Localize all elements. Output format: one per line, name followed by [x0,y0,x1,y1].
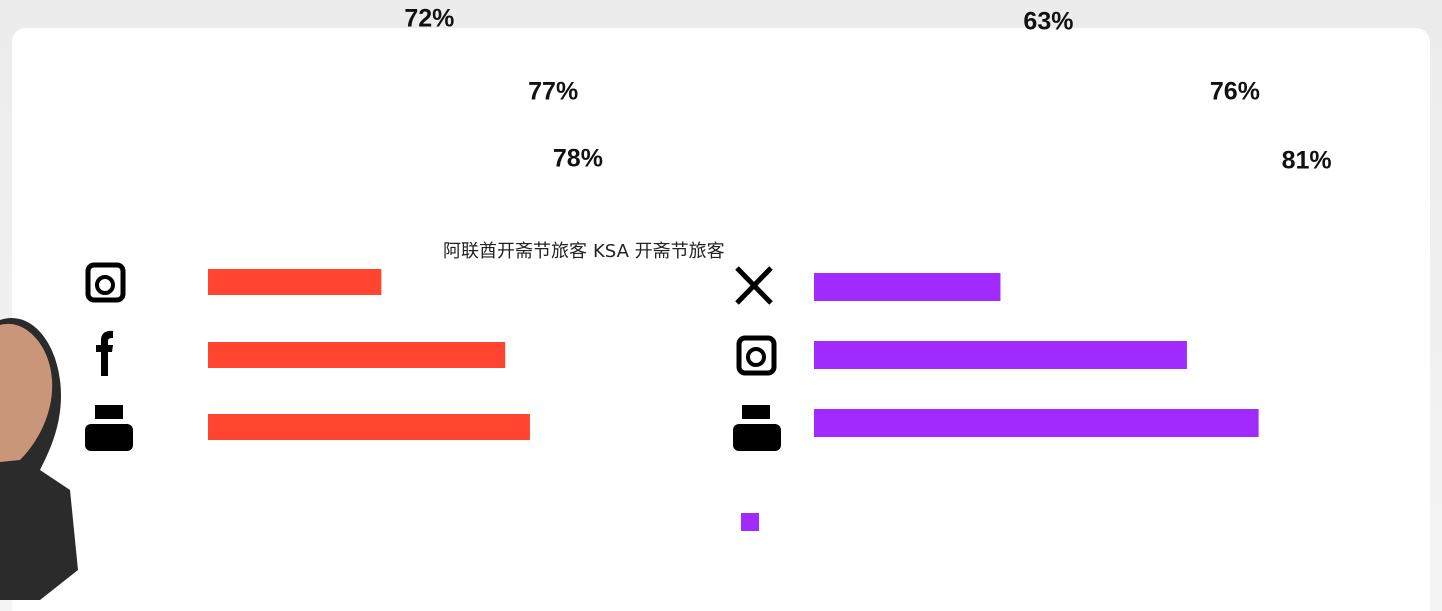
youtube-icon [85,405,133,451]
instagram-icon [736,335,777,376]
bar [814,273,1001,301]
legend-label: 阿联酋开斋节旅客 [443,241,587,262]
value-label: 78% [553,145,603,173]
legend-swatch [741,513,759,531]
legend: 阿联酋开斋节旅客 KSA 开斋节旅客 [443,241,725,262]
legend-label: KSA 开斋节旅客 [593,241,725,262]
photo [0,318,78,600]
value-label: 81% [1282,147,1332,175]
bar [208,414,530,440]
youtube-icon [733,405,781,451]
value-label: 63% [1023,8,1073,36]
facebook-icon [96,330,113,376]
bar [814,409,1259,437]
bar [208,342,506,368]
value-label: 77% [528,78,578,106]
value-label: 72% [404,5,454,33]
card [12,28,1430,611]
x-icon [735,266,773,305]
value-label: 76% [1210,78,1260,106]
bar [208,269,382,295]
bar [814,341,1187,369]
instagram-icon [85,262,126,303]
